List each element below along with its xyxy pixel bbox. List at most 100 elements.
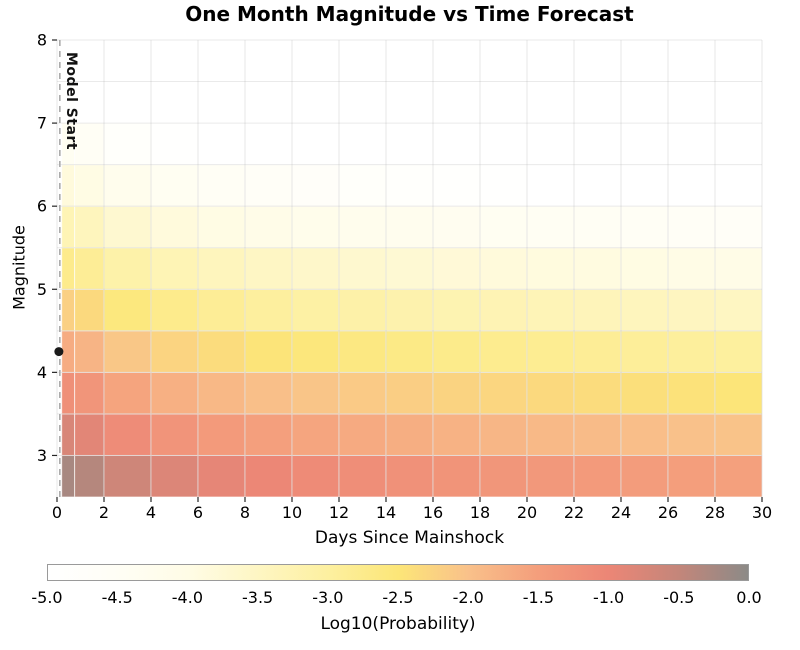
heatmap-cell (244, 205, 293, 249)
heatmap-cell (103, 39, 152, 83)
heatmap-cell (385, 247, 434, 290)
heatmap-cell (432, 371, 481, 415)
heatmap-cell (526, 330, 575, 373)
heatmap-cell (385, 371, 434, 415)
heatmap-cell (338, 288, 387, 332)
heatmap-cell (103, 247, 152, 290)
heatmap-cell (479, 454, 528, 498)
heatmap-cell (432, 81, 481, 124)
x-tick-label: 12 (329, 503, 349, 522)
heatmap-cell (61, 164, 76, 207)
heatmap-cell (291, 205, 340, 249)
heatmap-cell (620, 164, 669, 207)
heatmap-cell (150, 330, 199, 373)
heatmap-cell (150, 122, 199, 166)
x-tick-label: 2 (99, 503, 109, 522)
heatmap-cell (479, 247, 528, 290)
heatmap-cell (338, 330, 387, 373)
heatmap-cell (667, 454, 716, 498)
x-tick-label: 30 (752, 503, 772, 522)
heatmap-cell (526, 164, 575, 207)
heatmap-cell (620, 81, 669, 124)
heatmap-cell (150, 205, 199, 249)
heatmap-cell (103, 164, 152, 207)
heatmap-cell (103, 288, 152, 332)
colorbar-tick-label: -4.5 (101, 588, 133, 607)
heatmap-cell (61, 288, 76, 332)
model-start-label: Model Start (63, 52, 79, 151)
x-tick-label: 24 (611, 503, 631, 522)
heatmap-cell (667, 288, 716, 332)
heatmap-cell (197, 164, 246, 207)
colorbar-label: Log10(Probability) (320, 614, 476, 634)
x-axis-label: Days Since Mainshock (314, 528, 505, 548)
heatmap-cell (714, 164, 763, 207)
heatmap-cell (244, 330, 293, 373)
heatmap-cell (620, 122, 669, 166)
heatmap-cell (667, 413, 716, 456)
heatmap-cell (479, 371, 528, 415)
heatmap-cell (150, 371, 199, 415)
heatmap-cell (385, 330, 434, 373)
heatmap-cell (244, 39, 293, 83)
heatmap-cell (197, 288, 246, 332)
heatmap-cell (385, 413, 434, 456)
heatmap-cell (526, 371, 575, 415)
heatmap-cell (479, 330, 528, 373)
heatmap-cell (197, 330, 246, 373)
heatmap-cell (526, 288, 575, 332)
heatmap-cell (74, 122, 105, 166)
heatmap-cell (74, 164, 105, 207)
heatmap-cell (150, 39, 199, 83)
heatmap-cell (74, 205, 105, 249)
heatmap-cell (714, 205, 763, 249)
heatmap-cell (61, 371, 76, 415)
heatmap-cell (338, 205, 387, 249)
heatmap-cell (667, 164, 716, 207)
heatmap-cell (714, 122, 763, 166)
heatmap-cell (385, 205, 434, 249)
heatmap-cell (197, 454, 246, 498)
heatmap-cell (244, 164, 293, 207)
heatmap-cell (197, 371, 246, 415)
heatmap-cell (620, 205, 669, 249)
heatmap-cell (573, 454, 622, 498)
heatmap-cell (61, 413, 76, 456)
heatmap-cell (197, 81, 246, 124)
heatmap-cell (385, 164, 434, 207)
x-tick-label: 14 (376, 503, 396, 522)
x-tick-label: 26 (658, 503, 678, 522)
heatmap-cell (197, 39, 246, 83)
heatmap-cell (714, 454, 763, 498)
colorbar-tick-label: 0.0 (736, 588, 762, 607)
heatmap-cell (338, 413, 387, 456)
heatmap-cell (244, 122, 293, 166)
heatmap-cell (714, 247, 763, 290)
heatmap-cell (61, 454, 76, 498)
heatmap-cell (526, 454, 575, 498)
colorbar-tick-label: -2.5 (382, 588, 414, 607)
heatmap-cell (526, 122, 575, 166)
heatmap-cell (291, 247, 340, 290)
heatmap-cell (338, 371, 387, 415)
heatmap-cell (197, 413, 246, 456)
heatmap-cell (432, 413, 481, 456)
colorbar-gradient (47, 564, 749, 581)
heatmap-cell (620, 330, 669, 373)
heatmap-cell (667, 39, 716, 83)
heatmap-cell (479, 288, 528, 332)
heatmap-cell (714, 288, 763, 332)
heatmap-cell (479, 81, 528, 124)
heatmap-cell (432, 247, 481, 290)
heatmap-cell (573, 205, 622, 249)
colorbar-tick-label: -3.5 (241, 588, 274, 607)
heatmap-cell (103, 413, 152, 456)
heatmap-cell (620, 39, 669, 83)
heatmap-cell (667, 330, 716, 373)
heatmap-cell (479, 122, 528, 166)
colorbar-tick-label: -5.0 (31, 588, 63, 607)
heatmap-cell (714, 81, 763, 124)
heatmap-cell (244, 288, 293, 332)
heatmap-cell (432, 122, 481, 166)
